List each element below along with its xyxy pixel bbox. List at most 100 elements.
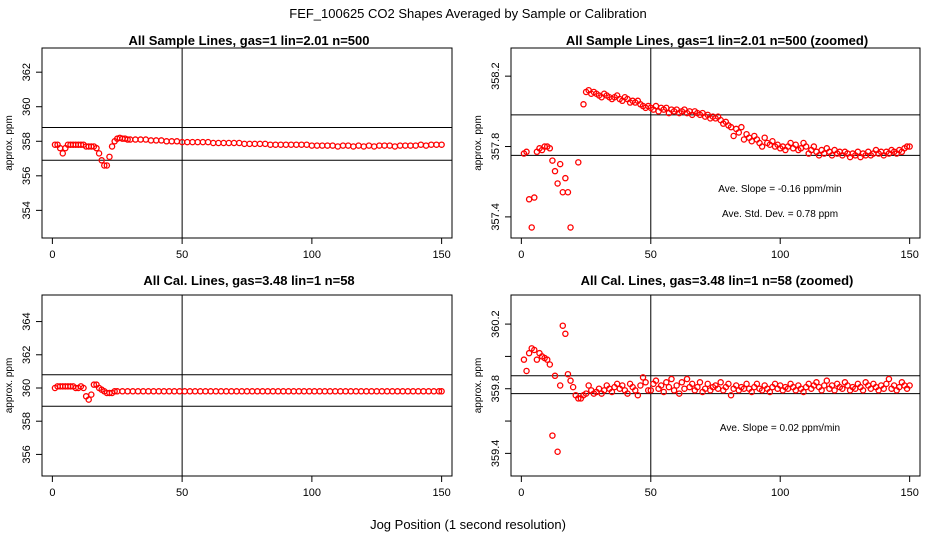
data-point: [725, 380, 732, 388]
y-tick-label: 358: [21, 132, 33, 150]
data-point: [407, 142, 414, 149]
data-point: [386, 142, 393, 149]
data-point: [337, 388, 344, 395]
data-point: [717, 379, 724, 386]
data-point: [556, 160, 564, 168]
data-point: [525, 196, 533, 203]
data-point: [663, 379, 670, 386]
y-tick-label: 354: [21, 201, 33, 219]
data-point: [277, 141, 284, 148]
data-point: [528, 224, 535, 231]
data-point: [316, 388, 323, 395]
panel-title: All Sample Lines, gas=1 lin=2.01 n=500 (…: [566, 33, 868, 48]
y-tick-label: 357.8: [490, 133, 502, 161]
data-point: [373, 388, 380, 395]
data-point: [248, 388, 256, 395]
data-point: [415, 388, 422, 395]
data-point: [139, 388, 147, 395]
data-point: [217, 388, 225, 395]
data-point: [831, 387, 838, 394]
y-tick-label: 359.8: [490, 375, 502, 403]
data-point: [546, 361, 554, 368]
y-tick-label: 359.4: [490, 440, 502, 468]
x-tick-label: 0: [49, 249, 55, 261]
panel-title: All Cal. Lines, gas=3.48 lin=1 n=58: [143, 273, 354, 288]
annotation: Ave. Slope = -0.16 ppm/min: [718, 184, 842, 195]
y-tick-label: 356: [21, 167, 33, 185]
data-point: [657, 382, 665, 389]
data-point: [549, 157, 556, 164]
x-tick-label: 50: [645, 487, 657, 499]
x-tick-label: 50: [176, 249, 188, 261]
data-point: [85, 396, 92, 403]
data-point: [222, 388, 230, 395]
data-point: [880, 385, 888, 392]
data-point: [738, 123, 745, 131]
data-point: [585, 382, 592, 389]
data-point: [376, 142, 383, 149]
data-point: [306, 388, 313, 395]
data-point: [147, 137, 155, 144]
data-point: [220, 139, 227, 147]
data-point: [676, 390, 683, 397]
data-point: [233, 388, 240, 395]
data-point: [903, 143, 911, 150]
chart-panel-3: All Cal. Lines, gas=3.48 lin=1 n=58 appro…: [4, 273, 453, 499]
data-point: [438, 141, 445, 148]
data-point: [142, 136, 150, 143]
data-point: [287, 141, 295, 148]
data-point: [582, 390, 590, 397]
data-point: [409, 388, 417, 395]
data-point: [225, 139, 233, 147]
data-point: [381, 142, 388, 149]
data-point: [370, 143, 378, 150]
data-point: [391, 143, 399, 150]
data-point: [251, 140, 259, 148]
data-point: [308, 142, 316, 149]
data-point: [396, 142, 404, 149]
y-tick-label: 364: [21, 312, 33, 330]
data-point: [562, 174, 569, 182]
data-point: [883, 380, 890, 388]
data-point: [906, 143, 913, 150]
data-point: [173, 138, 181, 145]
data-point: [554, 180, 561, 187]
data-point: [124, 388, 131, 395]
data-point: [347, 388, 355, 395]
x-tick-label: 0: [518, 487, 524, 499]
data-point: [647, 387, 655, 394]
data-point: [533, 356, 541, 363]
panel-title: All Cal. Lines, gas=3.48 lin=1 n=58 (zoo…: [581, 273, 854, 288]
data-point: [608, 388, 616, 396]
chart-panel-1: All Sample Lines, gas=1 lin=2.01 n=500 ap…: [4, 33, 453, 261]
data-point: [523, 367, 530, 375]
data-point: [740, 136, 748, 143]
data-point: [525, 349, 533, 357]
data-point: [642, 379, 649, 386]
data-point: [389, 388, 396, 395]
y-tick-label: 360: [21, 379, 33, 397]
y-tick-label: 360: [21, 98, 33, 116]
data-point: [435, 388, 443, 395]
data-point: [228, 388, 235, 395]
data-point: [704, 380, 711, 388]
data-point: [694, 383, 701, 391]
data-point: [254, 388, 261, 395]
data-point: [207, 388, 214, 395]
x-tick-label: 0: [49, 487, 55, 499]
data-point: [165, 388, 173, 395]
data-point: [823, 377, 831, 384]
x-tick-label: 150: [432, 487, 450, 499]
y-axis-label: approx. ppm: [4, 115, 15, 171]
data-point: [95, 150, 103, 157]
y-tick-label: 362: [21, 63, 33, 81]
data-point: [564, 370, 572, 378]
data-point: [430, 388, 438, 395]
data-point: [303, 141, 310, 148]
data-point: [727, 391, 735, 399]
x-tick-label: 150: [900, 487, 918, 499]
data-point: [246, 140, 253, 148]
data-point: [103, 162, 111, 169]
data-point: [639, 374, 647, 381]
data-point: [399, 388, 406, 395]
